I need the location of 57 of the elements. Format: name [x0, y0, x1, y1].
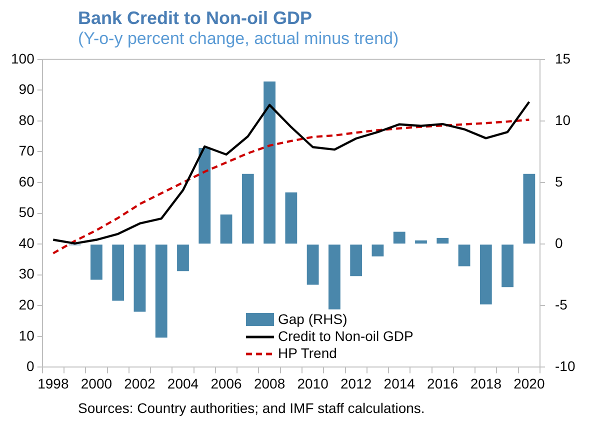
y-tick-label: 90	[18, 81, 35, 98]
x-tick-label: 2008	[254, 375, 286, 392]
bar	[480, 244, 492, 304]
bar	[436, 238, 449, 244]
bar	[328, 244, 340, 310]
x-tick-label: 2020	[514, 375, 545, 392]
bar	[393, 232, 406, 244]
y-tick-label: 80	[18, 112, 35, 128]
x-tick-label: 2014	[384, 375, 416, 392]
y-tick-label: 30	[18, 266, 35, 282]
chart-subtitle: (Y-o-y percent change, actual minus trend)	[78, 29, 400, 49]
source-note: Sources: Country authorities; and IMF staff calculations.	[78, 400, 426, 416]
bar	[198, 148, 211, 244]
x-tick-label: 1998	[38, 375, 69, 392]
bar	[372, 244, 384, 256]
bar	[90, 244, 102, 280]
y-tick-label: 50	[18, 204, 35, 220]
x-tick-label: 2000	[80, 375, 112, 392]
y-tick-label: 20	[18, 296, 35, 312]
bar	[415, 240, 427, 244]
y2-tick-label: -10	[555, 358, 576, 374]
legend-label: Gap (RHS)	[278, 311, 348, 328]
y-tick-label: 70	[18, 142, 35, 159]
chart-title: Bank Credit to Non-oil GDP	[78, 8, 313, 29]
bar	[220, 214, 232, 244]
bar	[134, 244, 146, 312]
bar	[502, 244, 514, 288]
bar	[350, 244, 362, 276]
bar	[177, 244, 189, 272]
bar	[285, 192, 298, 244]
y-tick-label: 100	[11, 50, 35, 66]
y2-tick-label: 15	[555, 50, 571, 66]
bar	[242, 174, 254, 244]
x-tick-label: 2016	[427, 375, 458, 392]
x-tick-label: 2006	[210, 375, 242, 392]
bar	[264, 82, 276, 244]
y2-tick-label: 5	[555, 173, 563, 190]
line-series	[52, 118, 530, 254]
bar	[458, 244, 470, 266]
x-tick-label: 2010	[297, 375, 329, 392]
y-tick-label: 60	[18, 173, 35, 190]
y2-tick-label: -5	[555, 296, 568, 312]
y-tick-label: 0	[26, 358, 35, 374]
legend-label: HP Trend	[278, 345, 337, 362]
x-tick-label: 2002	[124, 375, 156, 392]
y-tick-label: 40	[18, 234, 35, 251]
y2-tick-label: 10	[555, 112, 571, 128]
bar	[523, 174, 536, 244]
bar	[112, 244, 124, 301]
x-tick-label: 2012	[340, 375, 372, 392]
bar	[306, 244, 319, 285]
bar	[155, 244, 168, 338]
y-tick-label: 10	[18, 327, 35, 344]
y2-tick-label: 0	[555, 234, 563, 251]
x-tick-label: 2004	[167, 375, 199, 392]
x-tick-label: 2018	[470, 375, 502, 392]
legend-label: Credit to Non-oil GDP	[278, 328, 414, 345]
